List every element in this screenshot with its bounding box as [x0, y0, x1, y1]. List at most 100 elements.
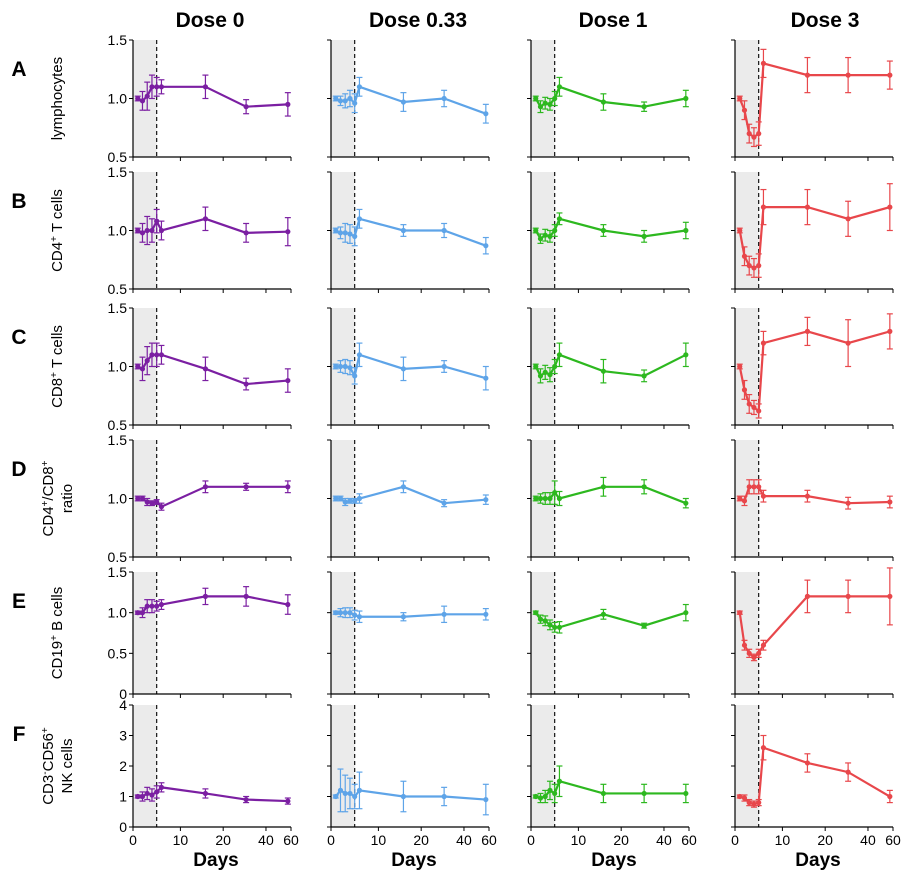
- shaded-region: [331, 572, 355, 694]
- x-tick-label: 60: [681, 832, 697, 848]
- ylabel-text: CD4: [40, 506, 57, 536]
- y-tick-label: 1.0: [108, 223, 128, 239]
- series-line: [738, 61, 890, 139]
- y-tick-label: 0: [119, 686, 127, 702]
- row-ylabel: ratio: [59, 484, 76, 513]
- row-letter: E: [12, 590, 26, 613]
- data-point: [347, 95, 353, 102]
- shaded-region: [531, 705, 555, 827]
- data-point: [887, 499, 893, 505]
- data-point: [135, 610, 141, 616]
- data-point: [352, 373, 358, 379]
- data-point: [683, 227, 689, 234]
- panel: [731, 39, 894, 161]
- data-point: [845, 593, 851, 600]
- data-point: [135, 363, 141, 370]
- y-tick-label: 1.0: [108, 91, 128, 107]
- data-point: [347, 365, 353, 371]
- x-axis-label: Days: [591, 850, 636, 871]
- data-point: [737, 610, 743, 616]
- data-point: [149, 603, 155, 609]
- data-point: [600, 611, 607, 617]
- series-line: [738, 206, 891, 270]
- dose-title: Dose 0.33: [369, 9, 467, 32]
- series-line: [534, 353, 687, 378]
- data-point: [760, 204, 767, 210]
- data-point: [845, 72, 851, 78]
- data-point: [556, 216, 563, 222]
- data-point: [600, 368, 607, 374]
- data-point: [887, 593, 893, 600]
- series-line: [137, 85, 288, 108]
- data-point: [154, 603, 160, 609]
- data-point: [804, 760, 811, 766]
- data-point: [537, 495, 544, 502]
- data-point: [746, 131, 752, 137]
- data-point: [556, 352, 563, 358]
- x-tick-label: 60: [885, 832, 901, 848]
- data-point: [751, 654, 757, 661]
- data-point: [556, 84, 563, 90]
- data-point: [641, 623, 647, 629]
- shaded-region: [531, 308, 555, 425]
- data-point: [154, 218, 160, 224]
- ylabel-text: T cells: [49, 189, 66, 236]
- data-point: [845, 769, 851, 775]
- ylabel-text: NK cells: [59, 738, 76, 793]
- data-point: [154, 84, 160, 90]
- data-point: [202, 593, 209, 600]
- data-point: [887, 328, 893, 334]
- series-line: [335, 85, 487, 115]
- data-point: [483, 111, 489, 117]
- data-point: [356, 614, 363, 620]
- data-point: [537, 795, 544, 801]
- data-point: [139, 793, 146, 800]
- panel: 0.5 1.0 1.5: [108, 32, 292, 165]
- data-point: [352, 612, 358, 618]
- data-point: [542, 495, 548, 502]
- data-point: [751, 484, 757, 490]
- data-point: [542, 232, 548, 238]
- data-point: [400, 366, 407, 372]
- data-point: [149, 84, 155, 90]
- ylabel-text: CD4: [49, 242, 66, 272]
- data-point: [144, 790, 150, 797]
- x-tick-label: 60: [283, 832, 299, 848]
- series-line: [137, 353, 288, 386]
- data-point: [158, 84, 165, 90]
- shaded-region: [735, 172, 759, 289]
- ylabel-superscript: -: [40, 771, 51, 774]
- data-point: [337, 98, 344, 104]
- data-point: [285, 798, 291, 804]
- shaded-region: [531, 40, 555, 157]
- data-point: [737, 95, 743, 102]
- y-tick-label: 1.0: [108, 359, 128, 375]
- data-point: [760, 60, 767, 66]
- data-point: [144, 227, 150, 234]
- data-point: [342, 98, 348, 104]
- ylabel-superscript: +: [40, 500, 51, 506]
- data-point: [641, 790, 647, 797]
- data-point: [741, 642, 748, 648]
- data-point: [400, 227, 407, 234]
- data-point: [243, 230, 249, 236]
- x-tick-label: 40: [860, 832, 876, 848]
- data-point: [202, 216, 209, 222]
- data-point: [887, 72, 893, 78]
- y-tick-label: 0.5: [108, 149, 128, 165]
- data-point: [483, 497, 489, 503]
- shaded-region: [531, 572, 555, 694]
- series-line: [335, 217, 487, 247]
- data-point: [542, 793, 548, 800]
- y-tick-label: 1.5: [108, 564, 128, 580]
- data-point: [737, 495, 743, 502]
- ylabel-text: ratio: [59, 484, 76, 513]
- x-tick-label: 0: [527, 832, 535, 848]
- data-point: [756, 650, 762, 656]
- data-point: [552, 490, 558, 496]
- data-point: [756, 800, 762, 806]
- panel: [731, 567, 894, 698]
- panel: [527, 39, 690, 161]
- shaded-region: [331, 40, 355, 157]
